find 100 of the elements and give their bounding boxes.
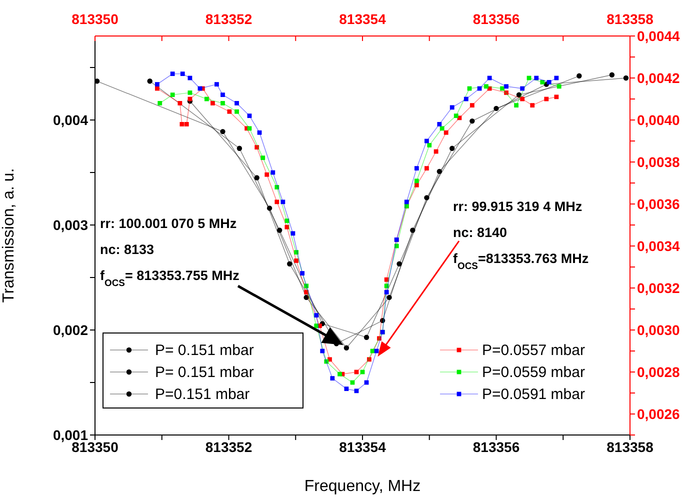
point: [320, 348, 325, 354]
x2-tick-label: 813356: [472, 11, 520, 27]
point: [424, 166, 429, 170]
point: [274, 200, 280, 204]
point: [274, 185, 280, 190]
point: [530, 103, 535, 108]
point: [304, 294, 309, 300]
point: [380, 318, 386, 324]
x2-tick-label: 813350: [72, 11, 119, 27]
point: [444, 130, 448, 135]
point: [377, 336, 382, 341]
point: [338, 372, 342, 376]
y-axis-title: Transmission, a. u.: [0, 168, 18, 303]
point: [384, 277, 389, 282]
point: [464, 96, 468, 102]
point: [437, 122, 442, 126]
point: [314, 313, 319, 318]
point: [427, 143, 432, 148]
point: [576, 73, 582, 78]
y2-tick-label: 0,0026: [637, 406, 680, 422]
annotation: f$_{OCS}$=813353.763 MHz: [453, 251, 589, 272]
point: [264, 172, 270, 177]
point: [487, 76, 492, 80]
point: [554, 76, 559, 80]
annotation: f$_{OCS}$= 813353.755 MHz: [100, 268, 240, 288]
point: [354, 388, 359, 394]
point: [384, 284, 389, 288]
legend-label: P=0.151 mbar: [155, 386, 250, 403]
point: [220, 128, 226, 134]
y2-tick-label: 0,0034: [637, 238, 680, 254]
point: [284, 224, 290, 230]
point: [154, 86, 160, 91]
point: [234, 109, 239, 114]
y2-tick-label: 0,0042: [637, 70, 680, 86]
point: [304, 290, 309, 294]
point: [266, 206, 272, 211]
point: [414, 182, 419, 188]
point: [294, 258, 298, 263]
legend-label: P=0.0557 mbar: [482, 342, 585, 359]
point: [450, 146, 455, 151]
point: [414, 178, 419, 184]
x2-tick-label: 813354: [339, 11, 386, 27]
x-tick-label: 813356: [472, 438, 520, 455]
point: [386, 294, 392, 300]
point: [546, 80, 552, 84]
point: [520, 86, 525, 91]
point: [204, 96, 209, 102]
point: [304, 284, 309, 288]
annotation: nc: 8140: [453, 225, 508, 240]
point: [424, 195, 430, 200]
point: [450, 105, 454, 110]
point: [534, 76, 539, 80]
y-tick-label: 0,002: [52, 322, 88, 338]
point: [210, 101, 215, 106]
point: [440, 126, 444, 131]
point: [520, 96, 525, 102]
point: [95, 78, 100, 84]
point: [220, 92, 225, 97]
point: [276, 228, 282, 233]
point: [364, 334, 370, 340]
point: [424, 138, 429, 144]
point: [294, 250, 298, 254]
x-tick-label: 813358: [606, 438, 654, 455]
point: [170, 92, 175, 97]
y2-tick-label: 0,0040: [637, 112, 680, 128]
point: [147, 78, 152, 84]
point: [470, 103, 474, 108]
point: [180, 122, 184, 126]
point: [504, 90, 508, 95]
point: [556, 84, 562, 89]
legend-label: P= 0.151 mbar: [155, 342, 254, 359]
point: [324, 359, 329, 364]
point: [280, 200, 286, 204]
point: [214, 82, 219, 86]
point: [257, 130, 262, 135]
point: [344, 386, 349, 391]
y-tick-label: 0,003: [52, 216, 88, 233]
point: [227, 109, 232, 114]
point: [260, 156, 266, 160]
y2-tick-label: 0,0038: [637, 154, 680, 170]
point: [234, 101, 239, 106]
point: [609, 72, 615, 78]
point: [434, 149, 438, 154]
x-tick-label: 813354: [339, 438, 386, 455]
point: [516, 92, 522, 98]
y-tick-label: 0,004: [52, 112, 88, 128]
y2-tick-label: 0,0030: [637, 322, 680, 338]
y-tick-label: 0,001: [52, 426, 88, 443]
point: [328, 357, 332, 362]
annotation: rr: 99.915 319 4 MHz: [453, 199, 582, 214]
y2-tick-label: 0,0044: [637, 28, 680, 44]
point: [300, 271, 305, 276]
point: [514, 103, 519, 108]
point: [290, 231, 296, 236]
point: [384, 290, 389, 294]
y2-tick-label: 0,0036: [637, 196, 680, 212]
point: [366, 357, 372, 362]
point: [436, 168, 442, 174]
point: [410, 228, 416, 233]
legend-label: P=0.0591 mbar: [482, 386, 585, 403]
